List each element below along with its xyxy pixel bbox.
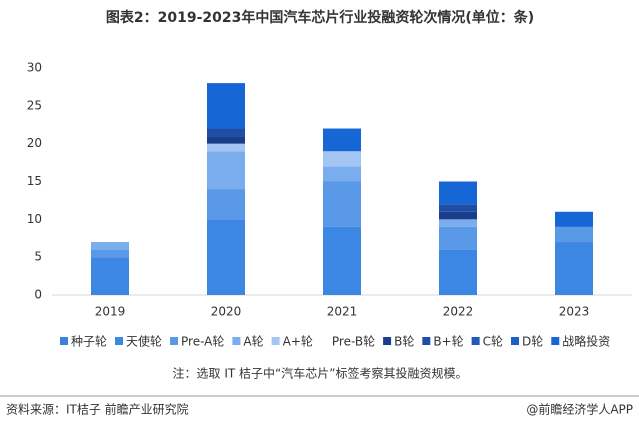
note: 注：选取 IT 桔子中“汽车芯片”标签考察其投融资规模。 [173,366,468,381]
y-tick-label: 5 [34,250,42,264]
legend-label: Pre-B轮 [332,335,375,349]
legend-swatch [170,337,179,345]
legend-label: B轮 [394,335,414,349]
brand: @前瞻经济学人APP [526,402,633,417]
bar-segment [207,136,245,144]
legend-swatch [60,337,68,345]
bar-segment [323,181,361,227]
legend-swatch [383,337,392,345]
bar-segment [439,219,477,227]
x-tick-label: 2022 [443,305,474,319]
legend-swatch [271,337,280,345]
legend-swatch [471,337,480,345]
y-tick-label: 15 [27,174,42,188]
legend-label: 战略投资 [562,334,610,349]
bar-segment [555,226,593,243]
x-tick-label: 2023 [559,305,590,319]
bar-segment [323,226,361,295]
bar-segment [207,128,245,137]
legend-label: A轮 [243,335,263,349]
legend-label: C轮 [483,335,503,349]
bar-segment [207,189,245,220]
bar-segment [439,211,477,220]
chart-title: 图表2：2019-2023年中国汽车芯片行业投融资轮次情况(单位：条) [106,9,534,26]
bar-segment [439,249,477,295]
legend-swatch [320,337,329,345]
bar-segment [323,151,361,167]
x-tick-label: 2020 [211,305,242,319]
y-tick-label: 0 [34,288,42,302]
legend-label: 天使轮 [126,334,162,349]
legend-label: A+轮 [283,335,313,349]
bar-segment [207,219,245,295]
legend-swatch [422,337,431,345]
bar-segment [439,204,477,212]
y-tick-label: 10 [27,212,42,226]
bar-segment [323,128,361,152]
source: 资料来源：IT桔子 前瞻产业研究院 [6,402,189,417]
y-tick-label: 20 [27,136,42,150]
legend-swatch [511,337,520,345]
bar-segment [439,226,477,250]
bar-segment [323,166,361,182]
bar-segment [207,143,245,152]
bar-segment [555,211,593,227]
y-tick-label: 25 [27,98,42,112]
x-tick-label: 2021 [327,305,358,319]
bar-segment [207,83,245,129]
x-tick-label: 2019 [95,305,126,319]
bar-segment [439,181,477,205]
legend-label: 种子轮 [71,335,107,349]
legend-label: B+轮 [433,335,463,349]
legend-swatch [232,337,241,345]
bar-segment [91,249,129,258]
legend-swatch [551,337,560,345]
y-tick-label: 30 [27,61,42,75]
bar-segment [91,257,129,295]
legend-label: Pre-A轮 [181,335,224,349]
bar-segment [91,242,129,250]
bar-segment [555,242,593,295]
bar-segment [207,151,245,190]
legend-label: D轮 [522,335,543,349]
legend-swatch [115,337,124,345]
